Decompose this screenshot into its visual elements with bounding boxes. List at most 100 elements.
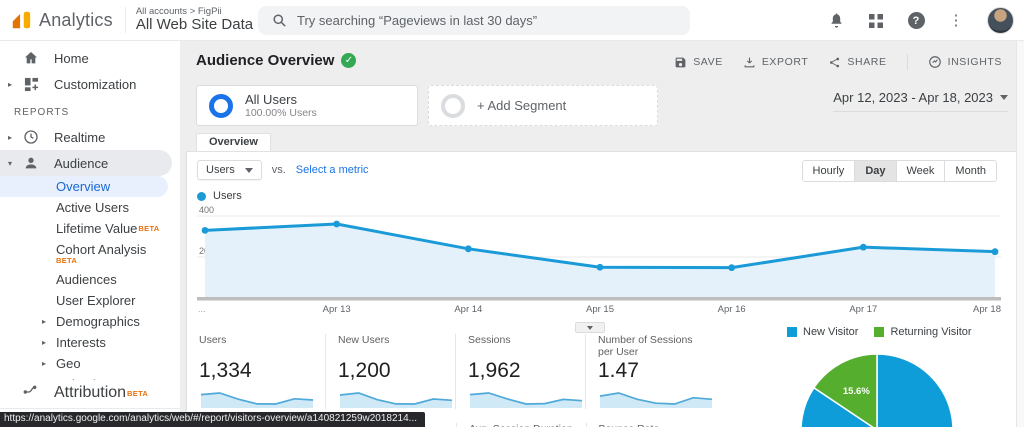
sidebar-item-home[interactable]: Home	[0, 45, 180, 71]
metric-card-avg-session-duration[interactable]: Avg. Session Duration 00:05:24	[455, 423, 586, 427]
chevron-down-icon	[244, 167, 253, 173]
svg-text:15.6%: 15.6%	[843, 386, 870, 397]
sidebar-item-active-users[interactable]: Active Users	[56, 200, 129, 215]
visitor-type-block: New Visitor Returning Visitor 15.6%	[787, 326, 1017, 427]
chevron-down-icon	[1000, 95, 1008, 100]
google-apps-grid-icon[interactable]	[867, 12, 885, 30]
expand-arrow-icon: ▸	[8, 79, 13, 89]
sidebar-item-overview[interactable]: Overview	[0, 176, 168, 197]
export-button[interactable]: EXPORT	[743, 56, 809, 69]
page-title: Audience Overview	[196, 52, 335, 69]
sidebar-item-realtime[interactable]: ▸ Realtime	[8, 128, 106, 146]
sidebar-nav: Home ▸ Customization REPORTS ▸	[0, 41, 180, 427]
select-a-metric-link[interactable]: Select a metric	[295, 164, 369, 176]
granularity-hourly-button[interactable]: Hourly	[802, 161, 855, 181]
insights-button[interactable]: INSIGHTS	[928, 55, 1002, 69]
metric-card-users[interactable]: Users 1,334	[197, 334, 325, 409]
sidebar-item-audiences[interactable]: Audiences	[56, 272, 117, 287]
page-scrollbar[interactable]	[1016, 41, 1024, 427]
users-sparkline	[199, 387, 315, 409]
property-name: All Web Site Data	[135, 15, 254, 33]
metric-card-sessions[interactable]: Sessions 1,962	[455, 334, 585, 409]
metric-selector-dropdown[interactable]: Users	[197, 160, 262, 180]
sidebar-item-attribution[interactable]: Attribution BETA	[0, 380, 180, 406]
chart-collapse-button[interactable]	[575, 322, 605, 333]
expand-arrow-icon: ▸	[42, 338, 47, 347]
svg-text:400: 400	[199, 205, 214, 215]
metric-card-sessions-per-user[interactable]: Number of Sessions per User 1.47	[585, 334, 715, 409]
sidebar-item-customization[interactable]: ▸ Customization	[8, 75, 137, 93]
beta-badge: BETA	[56, 255, 78, 265]
metric-card-new-users[interactable]: New Users 1,200	[325, 334, 455, 409]
save-icon	[674, 56, 687, 69]
download-icon	[743, 56, 756, 69]
new-users-sparkline	[338, 387, 453, 409]
product-name: Analytics	[39, 9, 113, 30]
save-button[interactable]: SAVE	[674, 56, 723, 69]
sidebar-item-cohort-analysis[interactable]: Cohort Analysis BETA	[56, 242, 147, 265]
account-property-switcher[interactable]: All accounts > FigPii All Web Site Data	[135, 5, 267, 34]
divider	[906, 54, 908, 70]
granularity-month-button[interactable]: Month	[944, 161, 996, 181]
visitor-type-pie-chart[interactable]: 15.6%	[799, 352, 1017, 427]
avatar[interactable]	[987, 7, 1014, 34]
svg-text:Apr 13: Apr 13	[323, 304, 351, 315]
svg-text:...: ...	[198, 304, 206, 314]
beta-badge: BETA	[138, 224, 160, 233]
attribution-icon	[22, 384, 40, 402]
main-content: Audience Overview ✓ SAVE EXPORT SHARE	[180, 41, 1024, 427]
person-icon	[22, 154, 40, 172]
reports-section-label: REPORTS	[14, 107, 70, 118]
svg-text:Apr 16: Apr 16	[718, 304, 746, 315]
help-icon[interactable]: ?	[907, 12, 925, 30]
sidebar-item-interests[interactable]: ▸ Interests	[42, 335, 106, 350]
segment-ring-icon	[209, 93, 233, 118]
search-icon	[272, 13, 287, 28]
sessions-sparkline	[468, 387, 583, 409]
sidebar-item-user-explorer[interactable]: User Explorer	[56, 293, 136, 308]
top-app-bar: Analytics All accounts > FigPii All Web …	[0, 0, 1024, 41]
brand[interactable]: Analytics	[0, 9, 113, 31]
series-legend-dot-icon	[197, 191, 206, 201]
divider	[0, 408, 180, 409]
home-icon	[22, 49, 40, 67]
granularity-day-button[interactable]: Day	[854, 161, 896, 181]
legend-new-visitor[interactable]: New Visitor	[787, 326, 858, 338]
sidebar-item-demographics[interactable]: ▸ Demographics	[42, 314, 140, 329]
metric-card-bounce-rate[interactable]: Bounce Rate 36.92%	[585, 423, 716, 427]
sidebar-item-geo[interactable]: ▸ Geo	[42, 356, 81, 371]
search-input[interactable]: Try searching “Pageviews in last 30 days…	[258, 6, 690, 35]
svg-text:Apr 15: Apr 15	[586, 304, 614, 315]
share-button[interactable]: SHARE	[828, 56, 886, 69]
tab-overview[interactable]: Overview	[196, 133, 271, 151]
customization-icon	[22, 75, 40, 93]
divider	[124, 7, 126, 33]
vs-label: vs.	[271, 164, 286, 176]
legend-swatch-icon	[874, 327, 885, 337]
more-vertical-icon[interactable]: ⋮	[948, 11, 964, 29]
expand-arrow-icon: ▸	[42, 317, 47, 326]
search-placeholder: Try searching “Pageviews in last 30 days…	[297, 13, 538, 28]
clock-icon	[22, 128, 40, 146]
expand-arrow-icon: ▸	[42, 359, 47, 368]
legend-returning-visitor[interactable]: Returning Visitor	[874, 326, 972, 338]
sessions-per-user-sparkline	[598, 387, 713, 409]
notifications-bell-icon[interactable]	[827, 12, 845, 30]
granularity-week-button[interactable]: Week	[895, 161, 945, 181]
status-url-tooltip: https://analytics.google.com/analytics/w…	[0, 412, 426, 427]
segment-all-users[interactable]: All Users 100.00% Users	[196, 85, 418, 126]
verified-check-icon: ✓	[341, 53, 357, 68]
add-segment-button[interactable]: + Add Segment	[428, 85, 658, 126]
sidebar-item-audience[interactable]: ▾ Audience	[0, 150, 172, 176]
breadcrumb: All accounts > FigPii	[135, 5, 222, 17]
date-range-picker[interactable]: Apr 12, 2023 - Apr 18, 2023	[833, 90, 1008, 112]
granularity-toggle: Hourly Day Week Month	[801, 160, 997, 182]
beta-badge: BETA	[127, 388, 149, 398]
share-icon	[828, 56, 841, 69]
sidebar-item-lifetime-value[interactable]: Lifetime Value BETA	[56, 221, 160, 236]
svg-text:Apr 14: Apr 14	[454, 304, 482, 315]
svg-text:Apr 17: Apr 17	[849, 304, 877, 315]
series-legend-label: Users	[213, 190, 242, 202]
